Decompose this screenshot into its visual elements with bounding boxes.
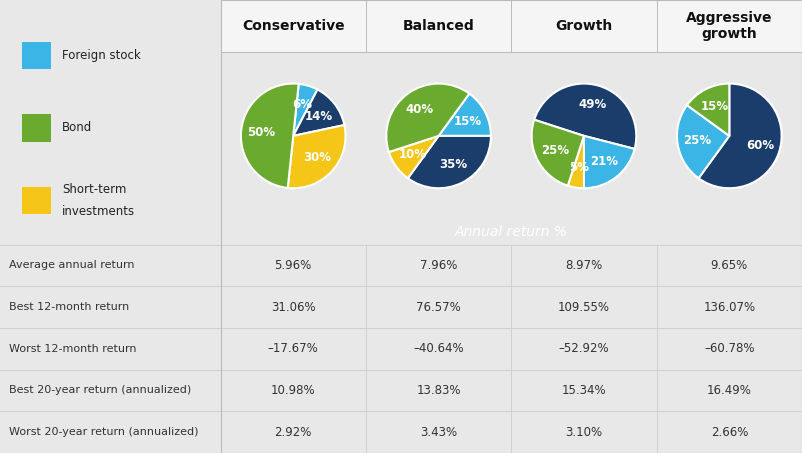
Text: Best 12-month return: Best 12-month return (9, 302, 129, 312)
Text: 5.96%: 5.96% (274, 259, 312, 272)
Text: 3.43%: 3.43% (420, 426, 457, 439)
Text: 60%: 60% (746, 140, 774, 152)
Text: 16.49%: 16.49% (707, 384, 751, 397)
Text: 8.97%: 8.97% (565, 259, 602, 272)
Wedge shape (389, 136, 439, 178)
Text: 25%: 25% (683, 135, 711, 148)
Text: Growth: Growth (555, 19, 613, 33)
Text: Conservative: Conservative (242, 19, 345, 33)
Text: investments: investments (62, 205, 135, 218)
Text: –60.78%: –60.78% (704, 342, 755, 355)
Text: Balanced: Balanced (403, 19, 475, 33)
Text: 9.65%: 9.65% (711, 259, 748, 272)
Text: 49%: 49% (579, 98, 607, 111)
Text: Bond: Bond (62, 121, 92, 135)
Text: 136.07%: 136.07% (703, 301, 755, 313)
Wedge shape (241, 83, 298, 188)
Text: Short-term: Short-term (62, 183, 126, 196)
Text: 76.57%: 76.57% (416, 301, 461, 313)
Wedge shape (532, 120, 584, 186)
Wedge shape (439, 94, 491, 136)
Text: –17.67%: –17.67% (268, 342, 318, 355)
Text: –40.64%: –40.64% (413, 342, 464, 355)
Text: 5%: 5% (569, 161, 589, 174)
Text: 31.06%: 31.06% (271, 301, 315, 313)
Text: 15%: 15% (453, 115, 481, 128)
Text: 15.34%: 15.34% (561, 384, 606, 397)
Wedge shape (408, 136, 491, 188)
Text: –52.92%: –52.92% (559, 342, 610, 355)
Wedge shape (699, 83, 782, 188)
Text: Aggressive
growth: Aggressive growth (686, 11, 772, 41)
Text: 25%: 25% (541, 144, 569, 157)
Text: 2.66%: 2.66% (711, 426, 748, 439)
Text: 35%: 35% (439, 158, 468, 171)
Bar (22, 187, 51, 214)
Text: 40%: 40% (406, 103, 434, 116)
Wedge shape (294, 84, 318, 136)
Text: 15%: 15% (700, 101, 729, 114)
Text: 3.10%: 3.10% (565, 426, 602, 439)
Wedge shape (288, 125, 346, 188)
Text: 21%: 21% (589, 155, 618, 168)
Text: Worst 12-month return: Worst 12-month return (9, 344, 136, 354)
Text: 14%: 14% (305, 110, 333, 123)
Text: 109.55%: 109.55% (558, 301, 610, 313)
Bar (22, 42, 51, 69)
Text: 2.92%: 2.92% (274, 426, 312, 439)
Bar (22, 114, 51, 141)
Wedge shape (677, 105, 729, 178)
Wedge shape (584, 136, 634, 188)
Text: Annual return %: Annual return % (455, 225, 568, 239)
Text: Best 20-year return (annualized): Best 20-year return (annualized) (9, 386, 191, 395)
Text: 10.98%: 10.98% (271, 384, 315, 397)
Wedge shape (534, 83, 636, 149)
Text: 6%: 6% (293, 98, 313, 111)
Text: 10%: 10% (399, 149, 427, 161)
Text: 50%: 50% (247, 126, 275, 139)
Text: 7.96%: 7.96% (420, 259, 457, 272)
Wedge shape (687, 83, 729, 136)
Text: 13.83%: 13.83% (416, 384, 461, 397)
Text: 30%: 30% (303, 151, 331, 164)
Wedge shape (294, 90, 344, 136)
Wedge shape (387, 83, 469, 152)
Text: Average annual return: Average annual return (9, 260, 134, 270)
Text: Foreign stock: Foreign stock (62, 49, 140, 62)
Wedge shape (568, 136, 584, 188)
Text: Worst 20-year return (annualized): Worst 20-year return (annualized) (9, 427, 198, 437)
